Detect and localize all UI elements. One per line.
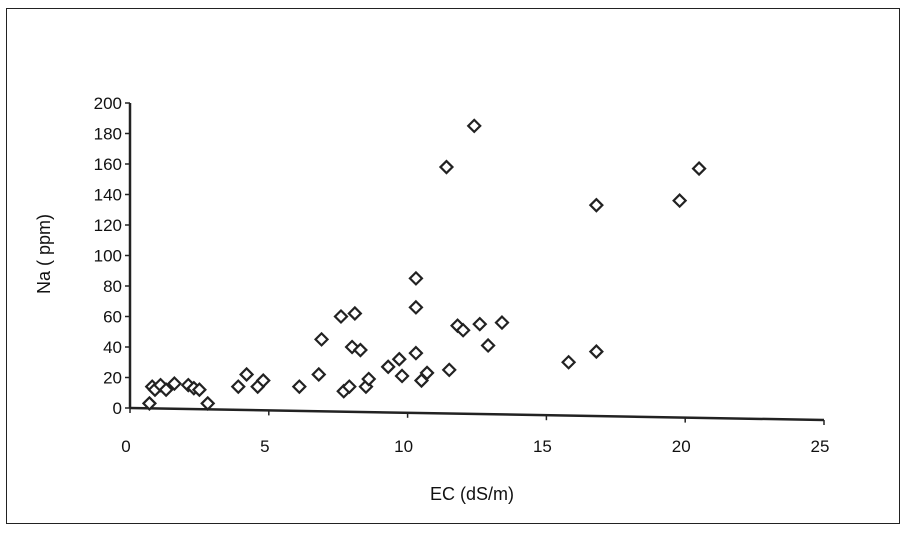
x-tick-label: 25 [811,437,830,456]
y-tick-label: 180 [94,125,122,144]
chart-frame [6,8,900,524]
data-point [333,308,349,325]
data-point [191,382,207,398]
data-point [441,362,457,378]
data-point [352,342,368,358]
data-point [255,372,271,389]
data-point [588,197,604,213]
data-point [380,359,396,375]
y-tick-label: 160 [94,155,122,174]
data-point [239,366,255,383]
data-point [166,376,182,392]
y-tick-label: 60 [103,308,122,327]
data-point [408,299,424,315]
y-tick-label: 120 [94,216,122,235]
x-tick-label: 20 [672,437,691,456]
data-point [394,368,410,384]
data-point [480,337,496,354]
data-point [408,270,424,286]
data-point [438,159,455,175]
data-point [561,354,577,370]
data-point [391,351,407,367]
y-tick-label: 40 [103,338,122,357]
x-tick-label: 15 [533,437,552,456]
x-axis-line [129,406,825,422]
y-tick-label: 0 [113,399,122,418]
y-tick-label: 80 [103,277,122,296]
data-point [347,305,363,322]
data-point [230,379,246,395]
data-points [141,118,707,411]
y-axis-title: Na ( ppm) [34,214,54,294]
x-tick-label: 0 [121,437,130,456]
data-point [455,322,471,338]
data-point [361,371,377,387]
data-point [341,379,357,395]
y-tick-label: 140 [94,186,122,205]
data-point [408,345,424,361]
data-point [691,161,707,177]
data-point [141,395,157,411]
data-point [313,331,330,347]
y-tick-label: 200 [94,94,122,113]
y-tick-label: 100 [94,247,122,266]
data-point [311,366,327,383]
y-tick-label: 20 [103,369,122,388]
data-point [158,382,174,398]
axes [128,103,825,422]
data-point [588,344,604,360]
data-point [494,315,510,331]
data-point [466,118,482,134]
data-point [419,365,435,381]
x-axis-title: EC (dS/m) [430,484,514,504]
data-point [672,193,688,209]
data-point [200,395,216,411]
x-tick-label: 5 [260,437,269,456]
data-point [472,316,488,332]
data-point [291,379,307,395]
x-tick-label: 10 [394,437,413,456]
ticks: 0 20 40 60 80 100 120 140 160 180 200 0 5 10 15 20 25 [94,94,830,456]
